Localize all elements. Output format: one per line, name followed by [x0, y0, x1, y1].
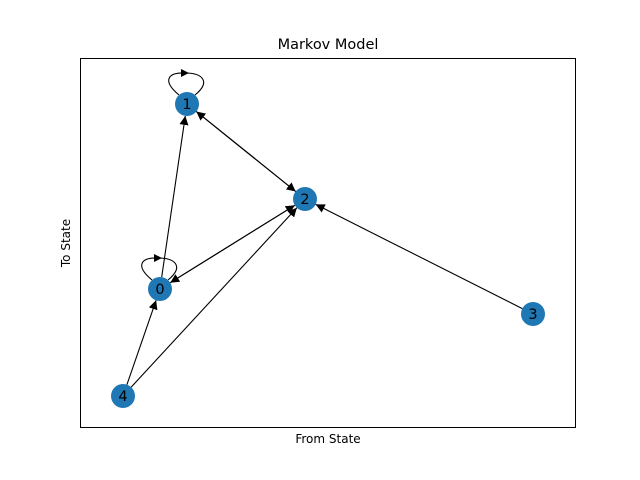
edge-2-to-1 [195, 111, 297, 192]
y-axis-label: To State [59, 219, 73, 268]
nodes-layer: 0 1 2 3 4 [111, 92, 545, 408]
state-node-0: 0 [148, 277, 172, 301]
edge-2-to-0 [169, 204, 296, 284]
state-node-circle [521, 302, 545, 326]
edges-layer [126, 69, 523, 388]
state-node-label: 0 [155, 282, 164, 298]
x-axis-label: From State [295, 432, 360, 446]
self-loop-arrowhead-1 [181, 69, 189, 77]
self-loop-arrowhead-0 [154, 254, 162, 262]
state-node-circle [293, 187, 317, 211]
state-node-1: 1 [175, 92, 199, 116]
state-node-circle [148, 277, 172, 301]
state-node-label: 2 [300, 192, 309, 208]
edge-4-to-2 [130, 207, 298, 388]
edge-0-to-1 [161, 115, 189, 278]
state-node-4: 4 [111, 384, 135, 408]
state-node-circle [111, 384, 135, 408]
self-loop-0 [141, 257, 178, 281]
self-loop-1 [168, 72, 205, 96]
edge-3-to-2 [315, 203, 523, 310]
edge-4-to-0 [126, 300, 158, 385]
state-node-label: 4 [118, 389, 127, 405]
state-node-circle [175, 92, 199, 116]
state-node-3: 3 [521, 302, 545, 326]
state-node-label: 1 [182, 97, 191, 113]
state-node-2: 2 [293, 187, 317, 211]
plot-frame [80, 58, 576, 428]
chart-title: Markov Model [278, 37, 379, 53]
state-node-label: 3 [528, 307, 537, 323]
